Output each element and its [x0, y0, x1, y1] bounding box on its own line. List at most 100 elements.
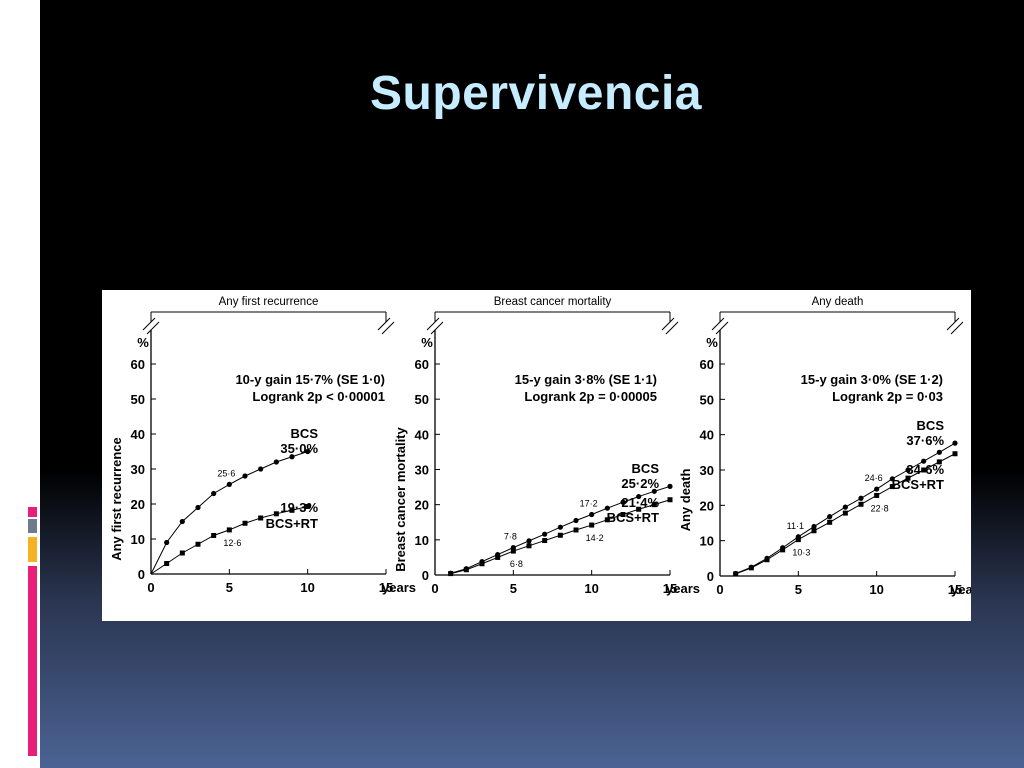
chart-panel-1: Any first recurrence 0 10 20 30 40 50 60% 0 5 10 15… — [109, 296, 416, 595]
data-point — [573, 517, 579, 524]
annotation-line: Logrank 2p = 0·03 — [832, 389, 943, 404]
data-point — [226, 481, 232, 487]
data-point — [195, 504, 201, 511]
y-tick-label: 20 — [700, 498, 714, 513]
axis-break-mark — [426, 317, 440, 331]
y-tick-label: 0 — [422, 568, 429, 583]
data-point — [858, 501, 864, 507]
y-tick-label: 50 — [700, 392, 714, 407]
data-point — [495, 554, 501, 560]
series-end-label: 19·3% — [280, 500, 318, 515]
series-name-label: BCS — [917, 418, 945, 433]
x-tick-label: 5 — [510, 581, 517, 596]
x-tick-label: 15 — [379, 580, 393, 595]
data-point — [620, 499, 626, 505]
data-point — [479, 561, 485, 567]
x-tick-label: 10 — [584, 581, 598, 596]
data-point — [542, 538, 548, 544]
data-point — [936, 459, 942, 465]
series-end-label: 35·0% — [280, 441, 318, 456]
data-point — [164, 539, 170, 546]
data-point — [921, 458, 927, 464]
x-tick-label: 15 — [948, 582, 962, 597]
data-point — [289, 454, 295, 460]
axis-break-mark — [946, 317, 960, 331]
panel-title: Any death — [812, 296, 864, 308]
y-tick-label: 50 — [415, 392, 429, 407]
point-label: 12·6 — [223, 538, 241, 548]
data-point — [651, 488, 657, 494]
annotation-line: 15-y gain 3·0% (SE 1·2) — [801, 372, 943, 387]
y-unit-label: % — [706, 335, 718, 350]
y-axis-label: Breast cancer mortality — [393, 426, 408, 571]
accent-bar-3 — [28, 537, 37, 562]
axis-break-mark — [711, 317, 725, 331]
data-point — [305, 448, 311, 455]
y-tick-label: 10 — [700, 534, 714, 549]
point-label: 7·8 — [504, 532, 517, 542]
series-name-label: BCS — [632, 461, 660, 476]
y-tick-label: 0 — [138, 567, 145, 582]
y-axis-label: Any death — [678, 469, 693, 532]
slide-title: Supervivencia — [370, 67, 702, 120]
y-tick-label: 30 — [700, 463, 714, 478]
series-end-label: 37·6% — [906, 433, 944, 448]
x-tick-label: 0 — [147, 580, 154, 595]
accent-bar-1 — [28, 507, 37, 517]
y-tick-label: 60 — [415, 357, 429, 372]
data-point — [795, 537, 801, 543]
axis-break-mark — [377, 317, 391, 331]
data-point — [573, 527, 579, 533]
data-point — [258, 515, 264, 521]
data-point — [463, 567, 469, 573]
data-point — [164, 561, 170, 566]
data-point — [305, 503, 311, 509]
annotation-line: 15-y gain 3·8% (SE 1·1) — [515, 372, 657, 387]
data-point — [811, 528, 817, 534]
series-end-label: 21·4% — [621, 495, 659, 510]
data-point — [651, 502, 657, 508]
axis-break-mark — [665, 321, 679, 335]
data-point — [542, 531, 548, 537]
accent-bar-2 — [28, 519, 37, 533]
x-tick-label: 0 — [431, 581, 438, 596]
x-tick-label: 5 — [795, 582, 802, 597]
data-point — [874, 486, 880, 492]
data-point — [195, 541, 201, 547]
data-point — [179, 550, 185, 556]
x-axis-label: years — [382, 580, 416, 595]
data-point — [289, 507, 295, 513]
y-tick-label: 60 — [700, 357, 714, 372]
chart-panel-2: Breast cancer mortality 0 10 20 30 40 50 60% 0 5 1… — [393, 296, 700, 596]
axis-break-mark — [715, 321, 729, 335]
data-point — [858, 495, 864, 501]
data-point — [448, 571, 454, 577]
point-label: 6·8 — [510, 559, 523, 569]
point-label: 22·8 — [871, 503, 889, 513]
data-point — [889, 484, 895, 490]
y-tick-label: 40 — [131, 427, 145, 442]
y-axis-label: Any first recurrence — [109, 437, 124, 561]
y-unit-label: % — [137, 335, 149, 350]
panel-title: Breast cancer mortality — [494, 296, 612, 308]
data-point — [636, 493, 642, 500]
data-point — [748, 565, 754, 571]
data-point — [636, 506, 642, 512]
y-tick-label: 10 — [131, 532, 145, 547]
x-axis-label: years — [666, 581, 700, 596]
panel-title: Any first recurrence — [219, 296, 319, 308]
data-point — [258, 466, 264, 472]
data-point — [273, 511, 279, 517]
data-point — [952, 451, 958, 457]
point-label: 11·1 — [787, 521, 804, 531]
data-point — [211, 490, 217, 497]
point-label: 24·6 — [865, 473, 883, 483]
data-point — [242, 473, 248, 479]
data-point — [764, 557, 770, 563]
x-axis-label: years — [951, 582, 971, 597]
data-point — [589, 522, 595, 528]
series-name-label: BCS+RT — [892, 477, 944, 492]
data-point — [526, 538, 532, 544]
point-label: 25·6 — [217, 468, 235, 478]
point-label: 10·3 — [792, 548, 810, 558]
